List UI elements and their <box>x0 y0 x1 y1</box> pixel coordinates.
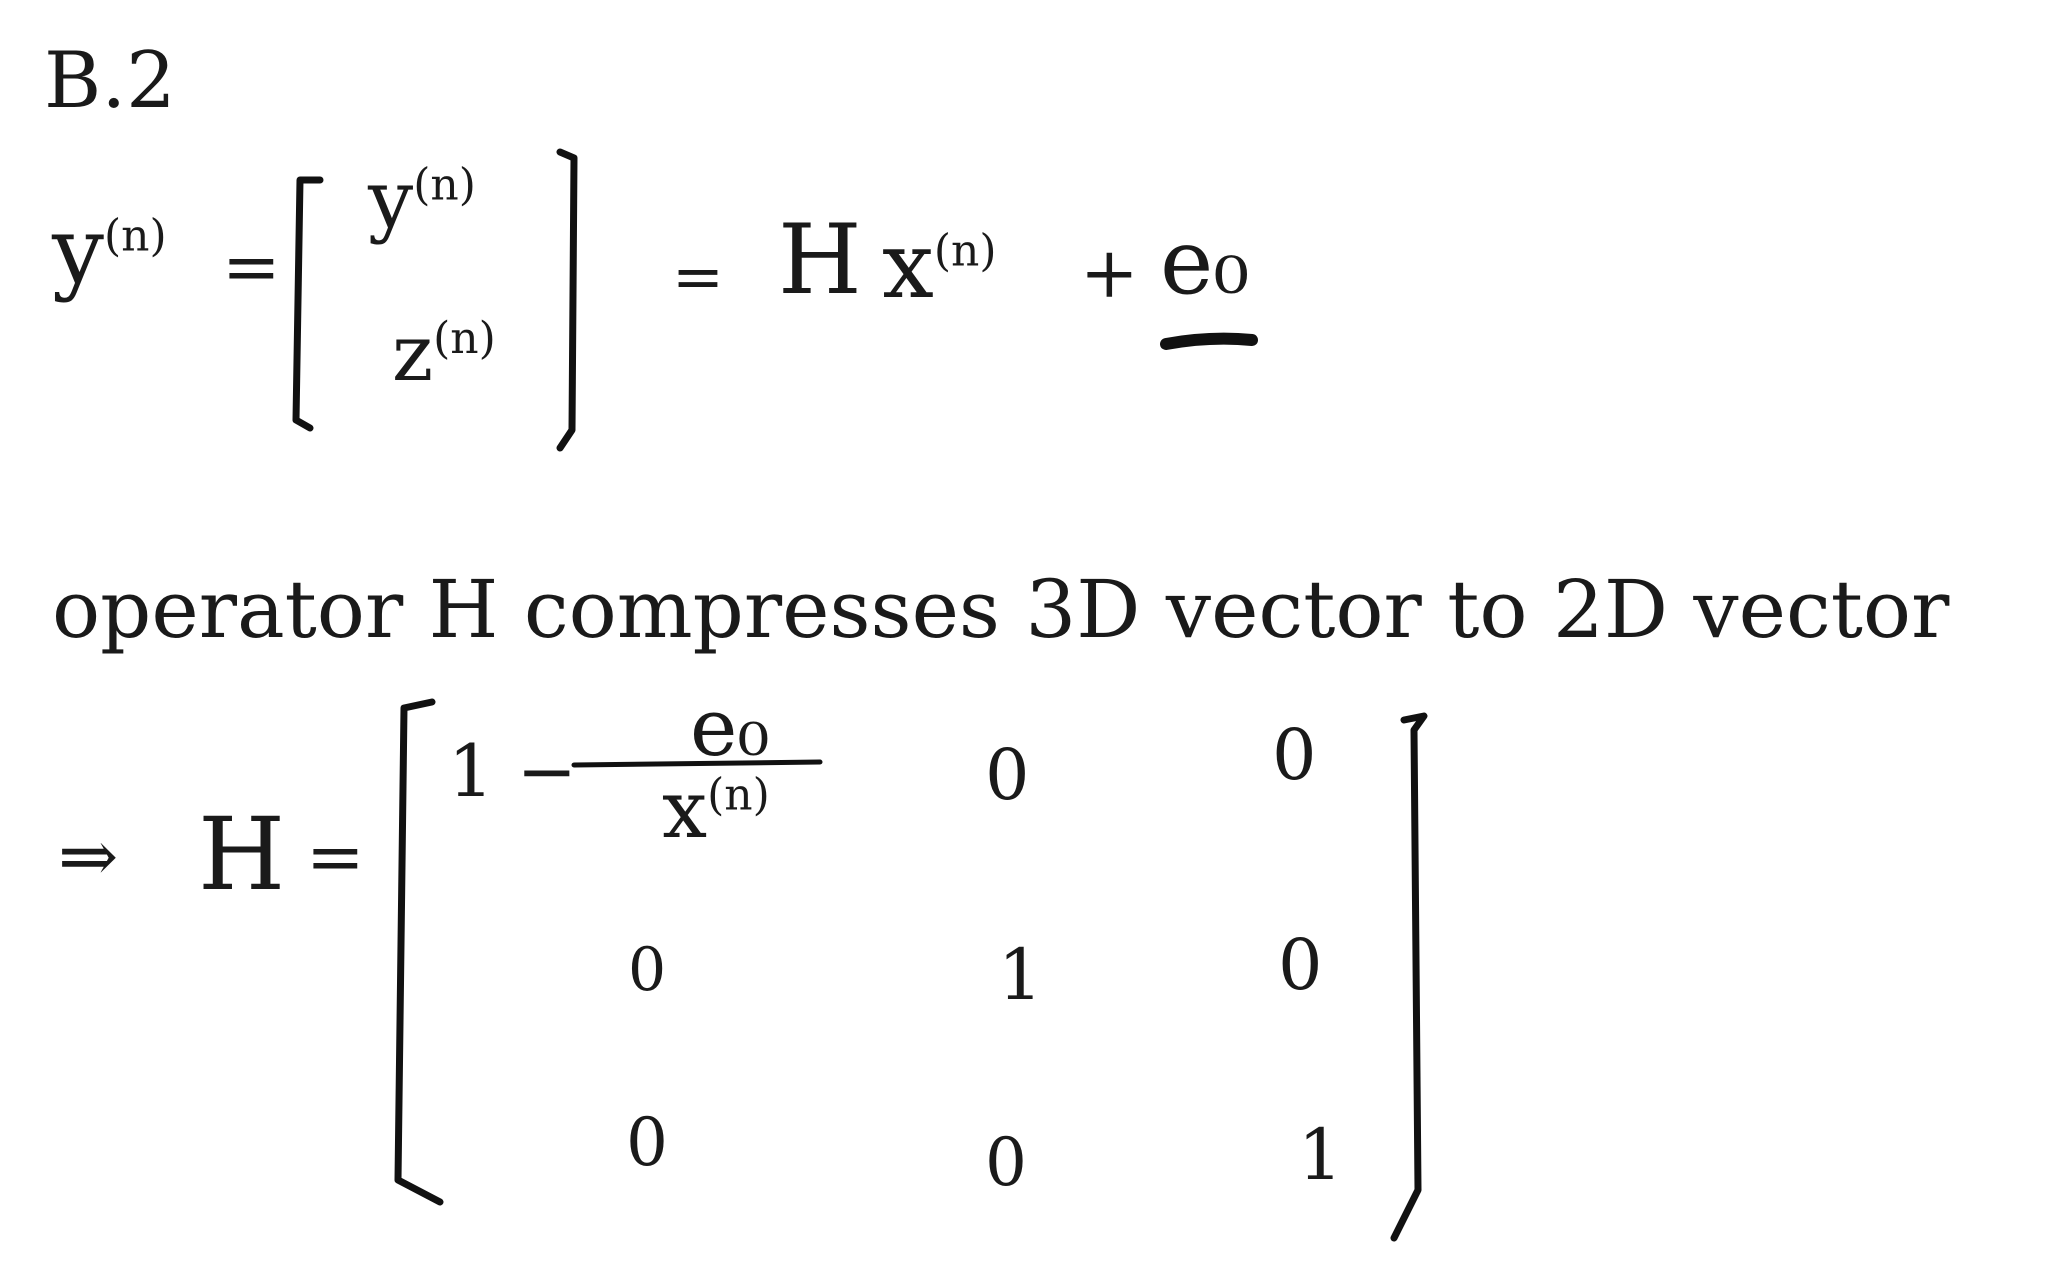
matrix-r2c3: 0 <box>1278 924 1323 1006</box>
eq1-vector-top-symbol: y <box>368 153 414 246</box>
eq1-noise-term: e₀ <box>1160 210 1250 315</box>
noise-underline-mark <box>1160 332 1258 350</box>
eq1-right-bracket <box>556 148 578 452</box>
matrix-r2c2: 1 <box>998 934 1043 1016</box>
eq1-vector-top: y(n) <box>368 160 476 240</box>
eq1-equals-sign: = <box>222 226 281 308</box>
eq1-rhs-operator: H <box>778 204 862 316</box>
matrix-r1c2: 0 <box>985 734 1030 816</box>
matrix-r3c2: 0 <box>985 1124 1027 1201</box>
section-heading: B.2 <box>44 36 176 126</box>
matrix-right-bracket <box>1390 712 1428 1242</box>
eq1-plus-sign: + <box>1080 232 1139 314</box>
matrix-r3c1: 0 <box>626 1104 668 1181</box>
eq2-equals-sign: = <box>306 816 365 898</box>
matrix-left-bracket <box>394 698 444 1206</box>
implies-arrow: ⇒ <box>58 814 119 898</box>
eq1-lhs-superscript: (n) <box>103 210 167 262</box>
matrix-r2c1: 0 <box>628 935 667 1005</box>
eq1-vector-bottom-symbol: z <box>392 309 434 399</box>
matrix-r1c1-denominator: x(n) <box>662 770 770 850</box>
matrix-r1c1-denominator-superscript: (n) <box>707 769 770 821</box>
eq1-vector-top-superscript: (n) <box>413 159 476 211</box>
eq1-rhs-state: x(n) <box>882 220 997 312</box>
matrix-r1c3: 0 <box>1272 714 1317 796</box>
description-text: operator H compresses 3D vector to 2D ve… <box>52 563 1950 656</box>
matrix-r3c3: 1 <box>1298 1114 1343 1196</box>
eq1-vector-bottom-superscript: (n) <box>433 313 496 364</box>
eq1-rhs-state-superscript: (n) <box>933 225 997 277</box>
eq1-lhs-symbol: y <box>52 197 104 304</box>
eq1-vector-bottom: z(n) <box>392 315 496 393</box>
matrix-r1c1-prefix: 1 − <box>448 729 578 813</box>
eq1-left-bracket <box>292 176 324 432</box>
matrix-r1c1-numerator: e₀ <box>690 681 770 774</box>
fraction-bar <box>571 759 823 768</box>
eq1-rhs-state-symbol: x <box>882 212 934 319</box>
eq1-lhs: y(n) <box>52 205 167 297</box>
eq1-equals-sign-2: = <box>672 240 724 313</box>
eq2-operator-symbol: H <box>198 796 286 913</box>
matrix-r1c1-denominator-symbol: x <box>662 763 708 856</box>
